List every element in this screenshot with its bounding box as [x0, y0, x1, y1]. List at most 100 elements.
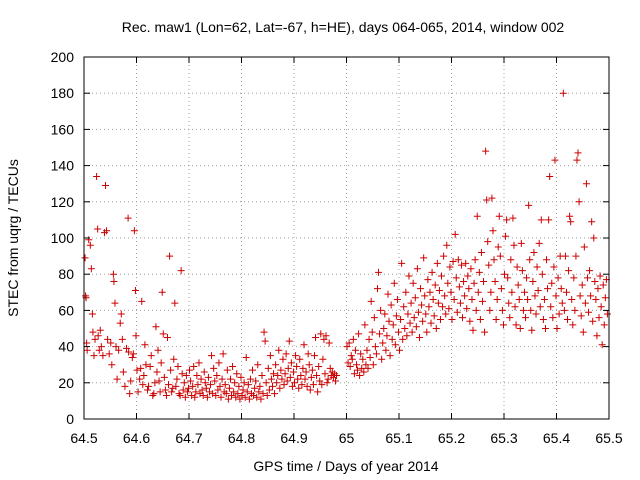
data-point: [559, 89, 567, 97]
data-point: [99, 352, 107, 360]
data-point: [413, 265, 421, 273]
data-point: [275, 346, 283, 354]
data-point: [589, 317, 597, 325]
data-point: [599, 281, 607, 289]
data-point: [509, 214, 517, 222]
data-point: [572, 252, 580, 260]
data-point: [229, 363, 237, 371]
data-point: [168, 388, 176, 396]
data-point: [257, 395, 265, 403]
data-point: [161, 386, 169, 394]
data-point: [268, 382, 276, 390]
data-point: [104, 335, 112, 343]
data-point: [447, 288, 455, 296]
data-point: [288, 382, 296, 390]
data-point: [182, 372, 190, 380]
data-point: [223, 366, 231, 374]
y-tick-label: 120: [51, 194, 75, 210]
data-point: [552, 292, 560, 300]
data-point: [582, 180, 590, 188]
data-point: [432, 325, 440, 332]
data-point: [343, 343, 351, 351]
data-point: [499, 321, 507, 329]
data-point: [189, 382, 197, 390]
data-point: [123, 344, 131, 352]
data-point: [325, 339, 333, 347]
data-point: [284, 364, 292, 372]
data-point: [471, 256, 479, 264]
data-point: [282, 350, 290, 358]
data-point: [576, 292, 584, 300]
data-point: [439, 303, 447, 311]
data-point: [387, 301, 395, 309]
data-point: [412, 323, 420, 331]
data-point: [324, 375, 332, 383]
data-point: [475, 268, 483, 276]
data-point: [530, 248, 538, 256]
data-point: [215, 359, 223, 367]
data-point: [321, 370, 329, 378]
data-point: [462, 259, 470, 267]
data-point: [357, 350, 365, 358]
data-point: [601, 294, 609, 302]
data-point: [294, 375, 302, 383]
data-point: [111, 299, 119, 307]
data-point: [408, 328, 416, 336]
data-point: [430, 312, 438, 320]
data-point: [199, 391, 207, 399]
data-point: [461, 292, 469, 300]
data-point: [401, 325, 409, 332]
data-point: [207, 381, 215, 389]
y-tick-label: 140: [51, 158, 75, 174]
data-point: [94, 225, 102, 233]
x-tick-label: 65.4: [543, 430, 570, 446]
data-point: [202, 384, 210, 392]
data-point: [469, 326, 477, 334]
data-point: [226, 375, 234, 383]
data-point: [445, 305, 453, 313]
data-point: [535, 239, 543, 247]
data-point: [283, 377, 291, 385]
data-point: [478, 297, 486, 305]
data-point: [566, 212, 574, 220]
data-point: [152, 323, 160, 331]
data-point: [496, 252, 504, 260]
data-point: [449, 258, 457, 266]
data-point: [571, 306, 579, 314]
data-point: [603, 310, 611, 318]
data-point: [145, 382, 153, 390]
data-point: [494, 243, 502, 251]
data-point: [153, 368, 161, 376]
data-point: [504, 274, 512, 282]
data-point: [170, 355, 178, 363]
data-point: [579, 328, 587, 336]
data-point: [558, 299, 566, 307]
data-point: [144, 386, 152, 394]
data-point: [454, 256, 462, 264]
data-point: [497, 285, 505, 293]
data-point: [515, 296, 523, 304]
data-point: [142, 361, 150, 369]
data-point: [156, 388, 164, 396]
data-point: [133, 366, 141, 374]
data-point: [482, 147, 490, 155]
data-point: [367, 297, 375, 305]
data-point: [190, 363, 198, 371]
data-point: [402, 288, 410, 296]
data-point: [438, 272, 446, 280]
y-tick-label: 80: [58, 266, 74, 282]
data-point: [404, 310, 412, 318]
data-point: [543, 256, 551, 264]
data-point: [578, 281, 586, 289]
data-point: [259, 390, 267, 398]
data-point: [459, 314, 467, 322]
data-point: [396, 346, 404, 354]
data-point: [211, 377, 219, 385]
data-point: [162, 391, 170, 399]
data-point: [82, 292, 90, 300]
data-point: [184, 384, 192, 392]
data-point: [457, 261, 465, 269]
data-point: [198, 386, 206, 394]
data-point: [592, 296, 600, 304]
data-point: [209, 390, 217, 398]
